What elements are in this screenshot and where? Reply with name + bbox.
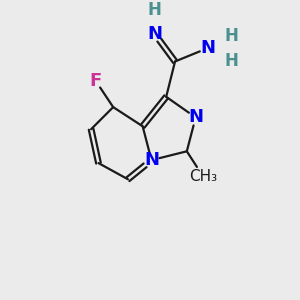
Text: H: H: [224, 52, 238, 70]
Text: N: N: [200, 39, 215, 57]
Text: F: F: [89, 72, 102, 90]
Text: N: N: [147, 25, 162, 43]
Text: N: N: [188, 108, 203, 126]
Text: CH₃: CH₃: [189, 169, 217, 184]
Text: N: N: [144, 151, 159, 169]
Text: H: H: [224, 28, 238, 46]
Text: H: H: [148, 1, 161, 19]
